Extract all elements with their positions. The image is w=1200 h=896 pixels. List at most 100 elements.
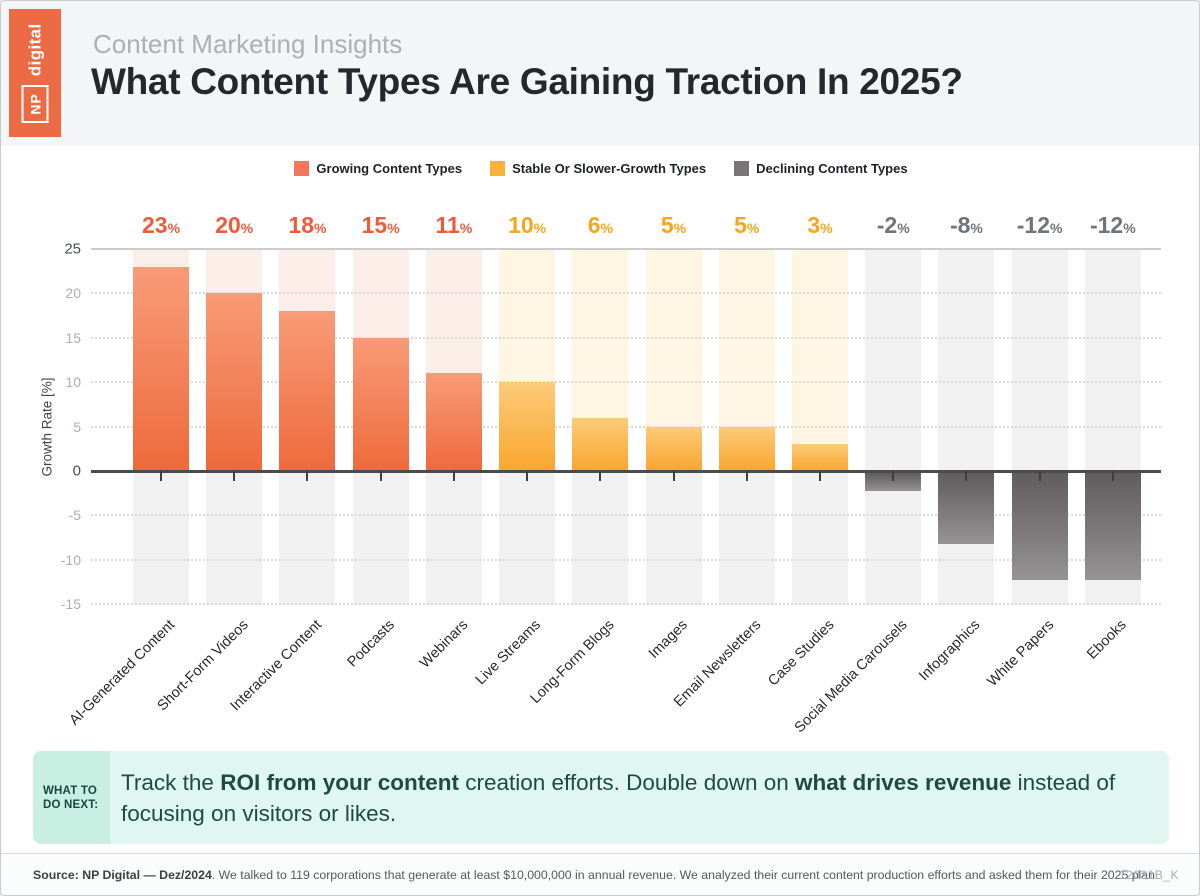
bar-value-label: 10% [508,212,547,238]
bar [938,473,995,545]
gridline [91,381,1161,384]
chart-column: 5% Images [645,212,702,662]
plot-top-border [91,248,1161,250]
bar [499,382,556,471]
bar-value-label: 3% [807,212,833,238]
y-tick-label: 25 [64,240,81,258]
chart-column: 5% Email Newsletters [671,212,775,710]
bar-value-label: -8% [949,212,983,238]
columns-container: 23% AI-Generated Content 20% Short-Form … [67,212,1141,736]
chart-column: -12% White Papers [984,212,1068,690]
bar [865,473,922,491]
bar-value-label: -2% [876,212,910,238]
chart-column: 3% Case Studies [765,212,848,689]
bar [133,266,189,471]
bar [718,426,775,471]
y-tick-label: -10 [60,551,81,568]
x-category-label: Infographics [916,617,984,685]
y-tick-label: 5 [73,418,81,435]
bar [1084,473,1141,580]
legend-swatch [490,161,506,176]
column-band-top [791,249,848,471]
logo-digital-word: digital [25,23,44,77]
x-axis-tick [1038,471,1041,481]
x-category-label: Webinars [416,617,472,672]
bar [352,337,409,471]
bar-value-label: -12% [1016,212,1063,238]
plot-area: 25 20 15 10 5 0 -5 -10 -15 23% AI-Generated Cont… [1,146,1199,749]
chart-column: 18% Interactive Content [227,212,336,714]
x-category-label: Ebooks [1084,617,1131,663]
legend-swatch [734,161,750,176]
y-tick-label: 15 [65,329,81,346]
x-axis-tick [233,471,236,481]
column-band-bottom [718,471,775,605]
bar [279,311,336,471]
header: NP digital Content Marketing Insights Wh… [1,1,1199,146]
x-category-label: Podcasts [344,617,398,671]
column-band-bottom [206,471,263,605]
gridline [91,603,1161,606]
bar-value-label: 5% [734,212,760,238]
chart-column: -12% Ebooks [1084,212,1141,663]
bar [1011,473,1068,580]
chart-column: -8% Infographics [917,212,995,684]
x-axis-tick [306,471,309,481]
chart-column: 6% Long-Form Blogs [528,212,629,707]
chart-column: -2% Social Media Carousels [791,212,922,736]
x-axis-tick [965,471,968,481]
column-band-bottom [791,471,848,605]
bar-value-label: 20% [215,212,254,238]
gridline [91,336,1161,339]
x-category-label: White Papers [984,617,1057,690]
x-axis-tick [745,471,748,481]
bar-value-label: 23% [141,212,181,238]
column-band-top [1011,249,1068,471]
legend-label: Growing Content Types [316,161,463,176]
legend-label: Stable Or Slower-Growth Types [512,161,707,176]
bar [206,293,263,471]
x-axis-tick [160,471,162,481]
bar [791,444,848,471]
chart-column: 10% Live Streams [473,212,556,688]
bar-value-label: 15% [361,212,400,238]
tag-line-1: WHAT TO [43,784,97,797]
np-digital-logo: NP digital [9,9,61,137]
kicker-text: Content Marketing Insights [93,29,403,59]
what-to-do-next-tag: WHAT TO DO NEXT: [33,751,110,844]
bar [645,426,702,471]
what-to-do-next-callout: WHAT TO DO NEXT: Track the ROI from your… [33,751,1169,844]
legend-item: Declining Content Types [734,161,908,176]
legend-item: Growing Content Types [294,161,462,176]
legend-swatch [294,161,310,176]
x-category-label: Live Streams [473,617,545,689]
x-category-label: Images [645,617,691,662]
x-axis-tick [599,471,602,481]
column-band-bottom [425,471,482,605]
chart-column: 23% AI-Generated Content [67,212,189,729]
logo-np-mark: NP [21,85,49,123]
column-band-top [1084,249,1141,471]
x-axis-tick [672,471,675,481]
chart-section: Growing Content Types Stable Or Slower-G… [1,146,1199,749]
column-band-top [865,249,922,471]
gridline [91,514,1161,517]
x-axis-tick [892,471,895,481]
bar [572,417,629,471]
page-title: What Content Types Are Gaining Traction … [91,61,963,102]
x-axis-tick [379,471,382,481]
x-axis-tick [1111,471,1114,481]
y-tick-label: 20 [65,285,81,302]
gridline [91,292,1161,295]
column-band-top [938,249,995,471]
callout-text: Track the ROI from your content creation… [121,769,1116,826]
x-category-label: Case Studies [764,617,838,690]
x-axis-tick [452,471,455,481]
bar [425,373,482,471]
column-band-bottom [279,471,336,605]
x-category-label: AI-Generated Content [66,617,179,729]
y-tick-label: 0 [72,462,81,480]
legend-label: Declining Content Types [756,161,908,176]
column-band-bottom [133,471,189,605]
y-tick-label: 10 [65,374,81,391]
